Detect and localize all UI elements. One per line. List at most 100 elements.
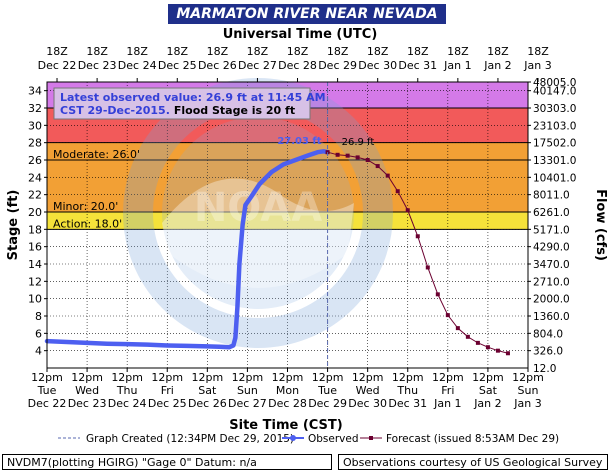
annotation-line1: Latest observed value: 26.9 ft at 11:45 … [60, 91, 326, 104]
x-top-tick-date: Jan 2 [483, 59, 511, 72]
x-tick-time: 12pm [31, 371, 63, 384]
y-tick-label: 18 [28, 223, 42, 236]
y-tick-label: 4 [35, 345, 42, 358]
x-tick-day: Wed [356, 384, 380, 397]
x-tick-date: Dec 27 [228, 397, 267, 410]
forecast-point [355, 155, 360, 160]
page-title: MARMATON RIVER NEAR NEVADA [176, 6, 438, 22]
x-top-tick-date: Jan 1 [443, 59, 471, 72]
flow-tick-label: 5171.0 [533, 224, 570, 236]
y-tick-label: 8 [35, 310, 42, 323]
point-label: 27.03 ft [277, 136, 321, 147]
forecast-point [405, 208, 410, 213]
x-tick-time: 12pm [232, 371, 264, 384]
x-top-tick-date: Dec 31 [398, 59, 437, 72]
flow-tick-label: 1360.0 [533, 311, 570, 323]
x-tick-day: Sun [518, 384, 539, 397]
y-tick-label: 20 [28, 206, 42, 219]
x-tick-time: 12pm [71, 371, 103, 384]
x-top-tick-time: 18Z [367, 45, 389, 58]
x-tick-time: 12pm [512, 371, 544, 384]
y-tick-label: 22 [28, 189, 42, 202]
x-tick-time: 12pm [312, 371, 344, 384]
x-tick-date: Dec 26 [188, 397, 227, 410]
flow-tick-label: 30303.0 [533, 103, 576, 115]
x-top-tick-time: 18Z [46, 45, 68, 58]
flow-tick-label: 23103.0 [533, 120, 576, 132]
y-tick-label: 6 [35, 327, 42, 340]
watermark-disc [162, 117, 354, 309]
category-label: Moderate: 26.0' [53, 148, 140, 161]
flow-tick-label: 3470.0 [533, 259, 570, 271]
x-tick-date: Dec 24 [108, 397, 147, 410]
annotation-flood-stage: Flood Stage is 20 ft [174, 104, 295, 117]
flow-tick-label: 4290.0 [533, 242, 570, 254]
annotation-box [53, 87, 311, 120]
y-tick-label: 16 [28, 241, 42, 254]
forecast-point [375, 164, 380, 169]
y-tick-label: 14 [28, 258, 42, 271]
title-background [168, 4, 446, 24]
x-tick-time: 12pm [352, 371, 384, 384]
band-minor [47, 160, 528, 212]
series-lines [44, 82, 510, 368]
flow-tick-label: 8011.0 [533, 190, 570, 202]
point-label: 26.9 ft [342, 137, 375, 148]
legend-forecast-marker [369, 436, 373, 440]
x-top-tick-time: 18Z [86, 45, 108, 58]
footer-bar: NVDM7(plotting HGIRG) "Gage 0" Datum: n/… [0, 454, 612, 474]
x-tick-day: Fri [161, 384, 174, 397]
flow-tick-label: 40147.0 [533, 86, 576, 98]
flow-tick-label: 48005.0 [533, 77, 576, 89]
x-tick-date: Dec 30 [348, 397, 387, 410]
x-tick-time: 12pm [151, 371, 183, 384]
x-tick-date: Jan 1 [433, 397, 461, 410]
x-tick-day: Sun [237, 384, 258, 397]
legend-forecast-label: Forecast (issued 8:53AM Dec 29) [386, 433, 559, 445]
footer-datum: NVDM7(plotting HGIRG) "Gage 0" Datum: n/… [2, 454, 332, 470]
x-tick-day: Thu [396, 384, 418, 397]
y-tick-label: 34 [28, 85, 42, 98]
forecast-point [335, 152, 340, 157]
flow-tick-label: 13301.0 [533, 155, 576, 167]
annotation-line2: CST 29-Dec-2015. Flood Stage is 20 ft [60, 104, 295, 117]
forecast-point [505, 351, 510, 356]
x-tick-date: Dec 23 [68, 397, 107, 410]
forecast-point [445, 313, 450, 318]
forecast-point [365, 158, 370, 162]
x-top-tick-time: 18Z [207, 45, 229, 58]
flow-tick-label: 12.0 [533, 363, 556, 375]
forecast-point [455, 326, 460, 331]
legend-observed-label: Observed [308, 433, 359, 445]
x-top-tick-date: Dec 30 [358, 59, 397, 72]
forecast-point [385, 173, 390, 178]
x-tick-date: Dec 22 [28, 397, 67, 410]
x-top-tick-date: Dec 24 [118, 59, 157, 72]
x-tick-day: Mon [276, 384, 299, 397]
y-tick-label: 10 [28, 293, 42, 306]
forecast-point [425, 265, 430, 270]
x-tick-date: Jan 2 [473, 397, 501, 410]
x-top-tick-time: 18Z [166, 45, 188, 58]
y-tick-label: 30 [28, 119, 42, 132]
footer-credit: Observations courtesy of US Geological S… [338, 454, 608, 470]
x-tick-date: Dec 31 [388, 397, 427, 410]
flow-tick-label: 10401.0 [533, 172, 576, 184]
legend-created-label: Graph Created (12:34PM Dec 29, 2015) [86, 433, 294, 445]
x-tick-day: Sat [198, 384, 217, 397]
forecast-point [415, 234, 420, 239]
x-top-tick-date: Dec 28 [278, 59, 317, 72]
x-tick-day: Sat [479, 384, 498, 397]
flow-tick-label: 326.0 [533, 346, 563, 358]
x-tick-time: 12pm [392, 371, 424, 384]
noaa-watermark: NOAA [123, 78, 393, 348]
x-top-tick-date: Dec 29 [318, 59, 357, 72]
flow-tick-label: 17502.0 [533, 138, 576, 150]
x-top-tick-date: Dec 27 [238, 59, 277, 72]
axes: 4 6 8 10 12 14 16 18 20 22 24 26 28 30 32 34 326.0 804.0 1… [28, 45, 577, 410]
title-bar: MARMATON RIVER NEAR NEVADA [0, 4, 612, 24]
x-tick-time: 12pm [111, 371, 143, 384]
x-tick-day: Fri [441, 384, 454, 397]
x-top-tick-time: 18Z [287, 45, 309, 58]
